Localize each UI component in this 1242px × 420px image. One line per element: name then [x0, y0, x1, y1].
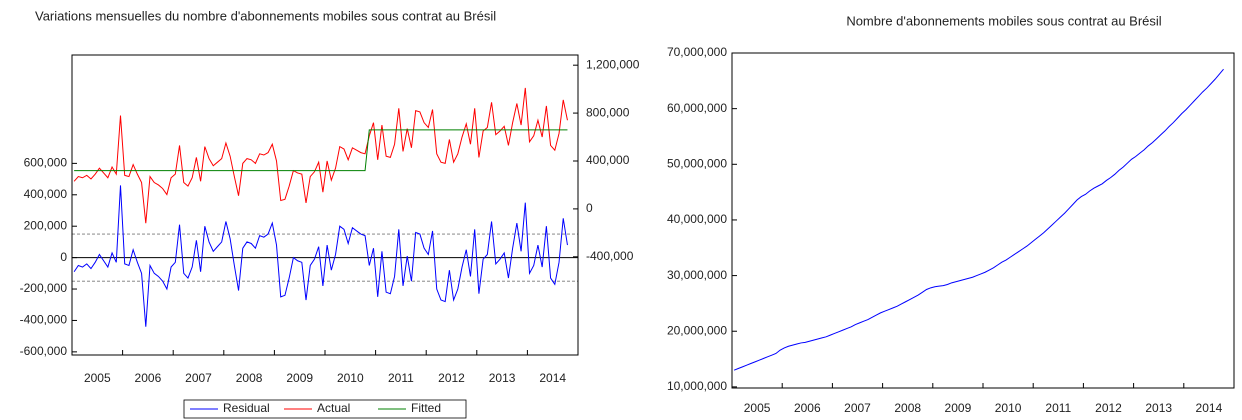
y2-tick-label: 800,000 [586, 105, 630, 119]
x-tick-label: 2010 [995, 401, 1022, 415]
series-line [73, 185, 568, 327]
x-tick-label: 2013 [489, 371, 516, 385]
y2-tick-label: 0 [586, 201, 593, 215]
y-tick-label: 400,000 [24, 187, 68, 201]
x-tick-label: 2006 [135, 371, 162, 385]
y2-tick-label: -400,000 [586, 249, 634, 263]
y-tick-label: 30,000,000 [667, 268, 727, 282]
y-tick-label: -400,000 [20, 313, 68, 327]
y-tick-label: 0 [60, 250, 67, 264]
x-tick-label: 2005 [84, 371, 111, 385]
y-tick-label: 50,000,000 [667, 156, 727, 170]
y-tick-label: 40,000,000 [667, 212, 727, 226]
x-tick-label: 2007 [844, 401, 871, 415]
y-tick-label: 10,000,000 [667, 379, 727, 393]
x-tick-label: 2014 [539, 371, 566, 385]
legend-label: Residual [223, 401, 270, 415]
y2-tick-label: 1,200,000 [586, 57, 640, 71]
series-line [733, 68, 1224, 371]
x-tick-label: 2012 [1095, 401, 1122, 415]
x-tick-label: 2012 [438, 371, 465, 385]
y-tick-label: -600,000 [20, 344, 68, 358]
x-tick-label: 2009 [286, 371, 313, 385]
x-tick-label: 2011 [388, 371, 414, 385]
y-tick-label: 600,000 [24, 156, 68, 170]
y-tick-label: 20,000,000 [667, 323, 727, 337]
chart-title: Nombre d'abonnements mobiles sous contra… [846, 13, 1161, 28]
x-tick-label: 2014 [1196, 401, 1223, 415]
x-tick-label: 2006 [794, 401, 821, 415]
plot-frame [731, 52, 1235, 389]
plot-frame [71, 54, 579, 356]
y-tick-label: 70,000,000 [667, 45, 727, 59]
x-tick-label: 2009 [945, 401, 972, 415]
y-tick-label: -200,000 [20, 281, 68, 295]
y-tick-label: 200,000 [24, 218, 68, 232]
x-tick-label: 2011 [1045, 401, 1071, 415]
x-tick-label: 2010 [337, 371, 364, 385]
series-line [73, 87, 568, 224]
y2-tick-label: 400,000 [586, 153, 630, 167]
x-tick-label: 2005 [744, 401, 771, 415]
series-line [74, 129, 568, 172]
x-tick-label: 2008 [236, 371, 263, 385]
x-tick-label: 2007 [185, 371, 212, 385]
x-tick-label: 2008 [894, 401, 921, 415]
x-tick-label: 2013 [1145, 401, 1172, 415]
legend-label: Actual [317, 401, 350, 415]
y-tick-label: 60,000,000 [667, 101, 727, 115]
chart-title: Variations mensuelles du nombre d'abonne… [35, 8, 496, 23]
legend-box [183, 399, 467, 419]
legend-label: Fitted [411, 401, 441, 415]
